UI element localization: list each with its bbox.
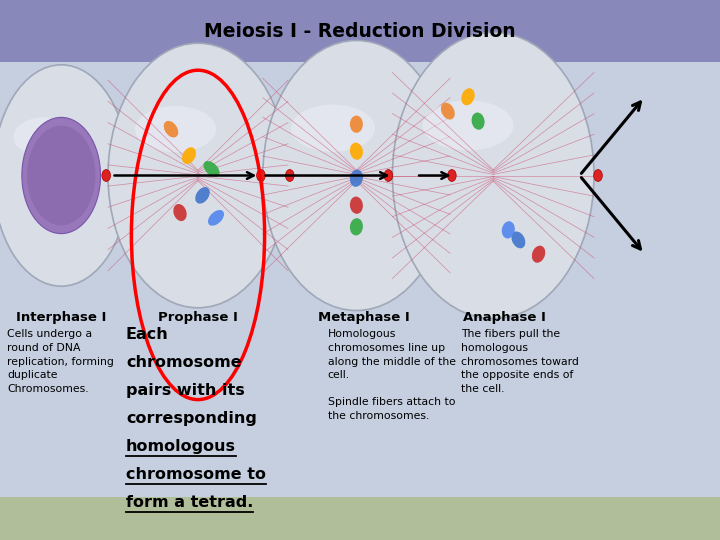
- Ellipse shape: [462, 88, 474, 105]
- Ellipse shape: [102, 170, 111, 181]
- Text: Anaphase I: Anaphase I: [462, 310, 546, 323]
- Text: corresponding: corresponding: [126, 411, 257, 426]
- FancyBboxPatch shape: [0, 0, 720, 62]
- Text: chromosome: chromosome: [126, 355, 242, 370]
- Ellipse shape: [182, 147, 196, 164]
- Text: Metaphase I: Metaphase I: [318, 310, 410, 323]
- Text: Prophase I: Prophase I: [158, 310, 238, 323]
- FancyBboxPatch shape: [0, 497, 720, 540]
- Text: Cells undergo a
round of DNA
replication, forming
duplicate
Chromosomes.: Cells undergo a round of DNA replication…: [7, 329, 114, 394]
- Ellipse shape: [441, 103, 455, 119]
- Ellipse shape: [350, 116, 363, 133]
- Ellipse shape: [384, 170, 392, 181]
- Text: Interphase I: Interphase I: [16, 310, 107, 323]
- Ellipse shape: [135, 106, 216, 152]
- Ellipse shape: [208, 210, 224, 226]
- Ellipse shape: [14, 117, 75, 156]
- Ellipse shape: [423, 100, 513, 151]
- Ellipse shape: [350, 170, 363, 187]
- Ellipse shape: [594, 170, 603, 181]
- Text: homologous: homologous: [126, 439, 236, 454]
- Text: Homologous
chromosomes line up
along the middle of the
cell.

Spindle fibers att: Homologous chromosomes line up along the…: [328, 329, 456, 421]
- Text: The fibers pull the
homologous
chromosomes toward
the opposite ends of
the cell.: The fibers pull the homologous chromosom…: [461, 329, 579, 394]
- Text: Each: Each: [126, 327, 168, 342]
- Ellipse shape: [350, 197, 363, 214]
- Ellipse shape: [22, 117, 101, 234]
- Ellipse shape: [27, 126, 95, 225]
- Ellipse shape: [448, 170, 456, 181]
- Ellipse shape: [285, 170, 294, 181]
- Text: pairs with its: pairs with its: [126, 383, 245, 398]
- Ellipse shape: [350, 218, 363, 235]
- Ellipse shape: [256, 170, 265, 181]
- Text: form a tetrad.: form a tetrad.: [126, 495, 253, 510]
- Ellipse shape: [350, 143, 363, 160]
- Ellipse shape: [263, 40, 450, 310]
- Text: chromosome to: chromosome to: [126, 467, 266, 482]
- Ellipse shape: [532, 246, 545, 263]
- Ellipse shape: [108, 43, 288, 308]
- Text: Meiosis I - Reduction Division: Meiosis I - Reduction Division: [204, 22, 516, 41]
- Ellipse shape: [0, 65, 130, 286]
- Ellipse shape: [392, 32, 594, 319]
- Ellipse shape: [195, 187, 210, 204]
- Ellipse shape: [472, 112, 485, 130]
- Ellipse shape: [511, 232, 526, 248]
- Ellipse shape: [174, 204, 186, 221]
- Ellipse shape: [502, 221, 515, 239]
- Ellipse shape: [291, 105, 375, 152]
- Ellipse shape: [204, 161, 220, 177]
- Ellipse shape: [163, 121, 179, 138]
